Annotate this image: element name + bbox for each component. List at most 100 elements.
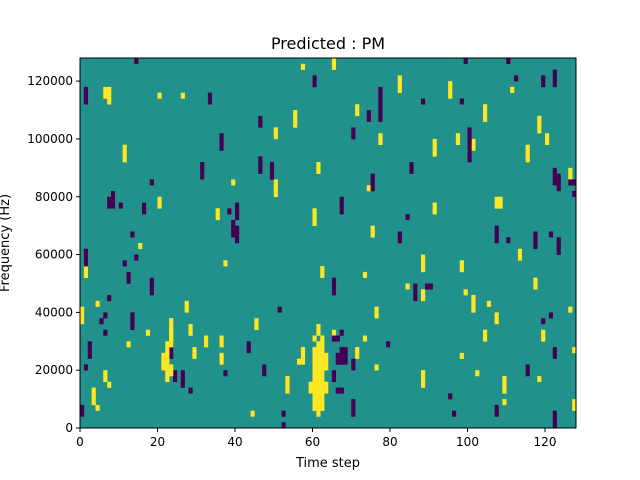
heatmap-cell-low: [258, 167, 263, 174]
heatmap-cell-low: [134, 58, 139, 65]
heatmap-cell-low: [103, 329, 108, 336]
heatmap-cell-high: [320, 404, 325, 411]
heatmap-cell-low: [552, 69, 557, 76]
y-axis-label: Frequency (Hz): [0, 194, 13, 292]
heatmap-cell-high: [537, 121, 542, 128]
heatmap-cell-high: [293, 115, 298, 122]
heatmap-cell-low: [467, 144, 472, 151]
heatmap-cell-high: [320, 387, 325, 394]
heatmap-cell-low: [219, 144, 224, 151]
heatmap-cell-high: [312, 399, 317, 406]
heatmap-cell-high: [316, 404, 321, 411]
heatmap-cell-low: [173, 375, 178, 383]
heatmap-cell-high: [471, 295, 476, 302]
heatmap-cell-low: [572, 190, 577, 198]
heatmap-cell-high: [432, 208, 437, 215]
heatmap-cell-high: [471, 138, 476, 146]
heatmap-cell-high: [320, 352, 325, 359]
heatmap-cell-high: [324, 358, 329, 365]
heatmap-cell-low: [149, 289, 154, 296]
heatmap-cell-high: [572, 347, 577, 354]
heatmap-cell-low: [351, 410, 356, 417]
heatmap-cell-low: [312, 75, 317, 82]
heatmap-cell-high: [316, 329, 321, 336]
heatmap-cell-low: [130, 231, 135, 238]
heatmap-cell-low: [331, 375, 337, 383]
heatmap-cell-low: [335, 387, 340, 394]
heatmap-cell-high: [316, 399, 321, 406]
heatmap-cell-high: [312, 214, 317, 221]
heatmap-cell-high: [95, 404, 100, 411]
heatmap-cell-low: [339, 202, 344, 209]
heatmap-cell-low: [351, 358, 356, 365]
chart-title: Predicted : PM: [271, 34, 385, 53]
heatmap-cell-high: [184, 300, 189, 307]
y-tick-label: 20000: [35, 363, 73, 377]
heatmap-cell-high: [324, 352, 329, 359]
heatmap-cell-high: [312, 381, 317, 388]
heatmap-cell-high: [374, 364, 379, 371]
heatmap-cell-low: [235, 231, 240, 238]
heatmap-cell-low: [339, 358, 344, 365]
heatmap-cell-high: [316, 364, 321, 371]
y-tick-label: 60000: [35, 248, 73, 262]
heatmap-cell-low: [339, 387, 344, 394]
heatmap-cell-high: [169, 364, 174, 371]
heatmap-cell-high: [316, 341, 321, 348]
heatmap-cell-high: [83, 271, 89, 278]
heatmap-cell-low: [339, 196, 344, 203]
heatmap-cell-high: [320, 347, 325, 354]
heatmap-cell-high: [231, 179, 236, 186]
heatmap-cell-high: [312, 364, 317, 371]
heatmap-cell-low: [409, 167, 414, 174]
heatmap-cell-high: [300, 352, 306, 359]
heatmap-cell-high: [421, 266, 426, 273]
heatmap-cell-high: [204, 341, 209, 348]
heatmap-cell-high: [145, 329, 151, 336]
heatmap-cell-low: [506, 237, 511, 244]
heatmap-cell-high: [316, 393, 321, 400]
heatmap-cell-high: [316, 375, 321, 383]
heatmap-cell-high: [161, 358, 166, 365]
heatmap-cell-low: [506, 58, 511, 65]
y-tick-label: 0: [65, 421, 73, 435]
heatmap-cell-high: [568, 167, 573, 174]
heatmap-cell-high: [525, 150, 530, 157]
heatmap-cell-low: [107, 196, 112, 203]
x-axis-label: Time step: [295, 456, 360, 471]
heatmap-cell-low: [467, 156, 472, 163]
heatmap-cell-low: [107, 202, 112, 209]
heatmap-cell-high: [355, 104, 360, 111]
heatmap-cell-low: [281, 422, 286, 429]
heatmap-cell-low: [87, 352, 92, 359]
heatmap-cell-high: [273, 185, 278, 192]
heatmap-cell-low: [83, 248, 89, 255]
heatmap-cell-high: [355, 352, 360, 359]
heatmap-cell-high: [448, 92, 453, 99]
heatmap-cell-high: [107, 86, 112, 93]
heatmap-cell-high: [312, 370, 317, 377]
heatmap-cell-high: [316, 323, 321, 331]
heatmap-cell-low: [331, 289, 337, 296]
x-axis-ticks: 0 20 40 60 80 100 120: [76, 428, 556, 449]
heatmap-cell-low: [366, 115, 371, 122]
heatmap-cell-low: [556, 243, 561, 250]
heatmap-cell-low: [200, 173, 205, 180]
heatmap-cell-high: [312, 375, 317, 383]
heatmap-cell-high: [483, 335, 488, 342]
heatmap-cell-low: [149, 179, 154, 186]
heatmap-cell-high: [483, 110, 488, 117]
heatmap-cell-high: [165, 364, 170, 371]
plot-frame: [79, 57, 577, 429]
heatmap-cell-high: [502, 381, 507, 388]
heatmap-cell-high: [91, 399, 96, 406]
heatmap-cell-low: [541, 81, 546, 88]
heatmap-cell-low: [235, 202, 240, 209]
heatmap-cell-high: [122, 150, 127, 157]
heatmap-cell-low: [552, 416, 557, 423]
heatmap-cell-low: [552, 81, 557, 88]
heatmap-cell-low: [87, 341, 92, 348]
heatmap-cell-high: [537, 127, 542, 134]
heatmap-cell-low: [207, 98, 213, 105]
heatmap-cell-low: [378, 110, 383, 117]
